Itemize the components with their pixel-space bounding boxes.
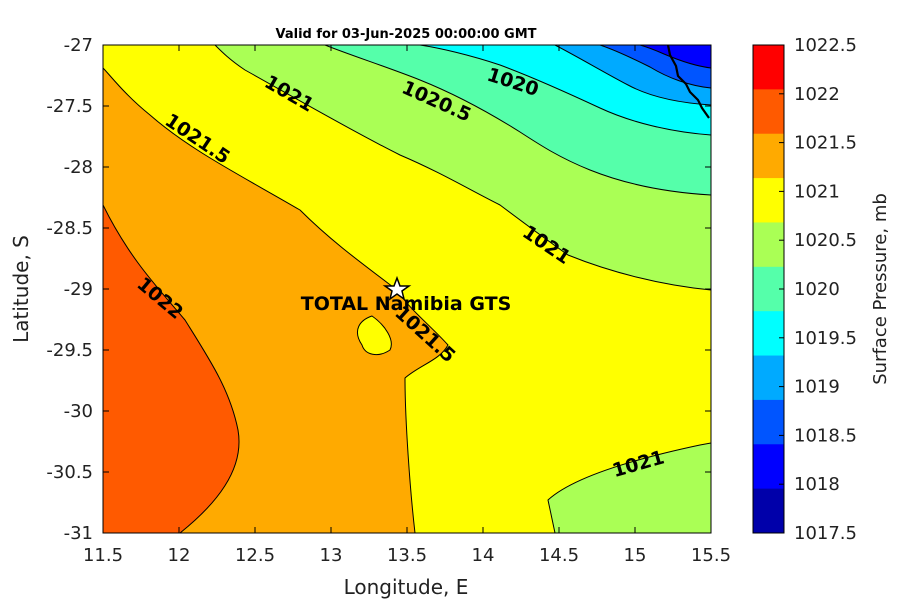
- x-axis: 11.5 12 12.5 13 13.5 14 14.5 15 15.5: [83, 45, 731, 566]
- chart-title: Valid for 03-Jun-2025 00:00:00 GMT: [276, 27, 537, 42]
- x-tick-label: 15.5: [691, 545, 731, 566]
- colorbar-tick-label: 1021: [794, 181, 840, 202]
- isoline-1018-5: [639, 45, 711, 69]
- colorbar-label: Surface Pressure, mb: [870, 193, 891, 385]
- y-tick-label: -29.5: [46, 340, 93, 361]
- isoline-1021: [214, 45, 711, 291]
- isoline-1019-5: [554, 45, 711, 106]
- isoline-1019: [599, 45, 711, 89]
- star-icon: [382, 275, 412, 301]
- x-tick-label: 15: [624, 545, 647, 566]
- station-marker: TOTAL Namibia GTS: [301, 275, 512, 315]
- colorbar-tick-label: 1020: [794, 279, 840, 300]
- x-tick-label: 12.5: [235, 545, 275, 566]
- y-axis-label: Latitude, S: [9, 235, 33, 343]
- colorbar-segment: [753, 266, 784, 312]
- region-1020-5-se: [548, 443, 711, 533]
- colorbar-tick-label: 1020.5: [794, 230, 857, 251]
- y-tick-label: -27.5: [46, 96, 93, 117]
- y-tick-label: -29: [64, 279, 93, 300]
- y-tick-label: -28.5: [46, 218, 93, 239]
- colorbar-segment: [753, 355, 784, 401]
- coastline: [666, 45, 710, 119]
- colorbar: 1022.5 1022 1021.5 1021 1020.5 1020 1019.5 1019…: [752, 35, 857, 544]
- colorbar-tick-label: 1019.5: [794, 328, 857, 349]
- isoline-1021-5: [103, 67, 449, 533]
- colorbar-segment: [753, 178, 784, 223]
- colorbar-tick-label: 1018.5: [794, 425, 857, 446]
- colorbar-tick-label: 1019: [794, 377, 840, 398]
- y-tick-label: -31: [64, 523, 93, 544]
- colorbar-segment: [753, 311, 784, 357]
- x-tick-label: 14: [472, 545, 495, 566]
- x-axis-label: Longitude, E: [344, 575, 469, 599]
- region-1021-inner: [357, 316, 392, 355]
- colorbar-segment: [753, 133, 784, 179]
- isoline-1022: [103, 204, 240, 533]
- colorbar-segment: [753, 444, 784, 490]
- isoline-1020: [419, 45, 711, 136]
- colorbar-segment: [753, 488, 784, 534]
- colorbar-tick-label: 1022.5: [794, 35, 857, 56]
- y-axis: -27 -27.5 -28 -28.5 -29 -29.5 -30 -30.5 -31: [46, 35, 711, 544]
- colorbar-segment: [753, 222, 784, 268]
- colorbar-tick-label: 1017.5: [794, 523, 857, 544]
- x-tick-label: 13: [320, 545, 343, 566]
- y-tick-label: -30: [64, 401, 93, 422]
- colorbar-segment: [753, 45, 784, 90]
- y-tick-label: -28: [64, 157, 93, 178]
- colorbar-segment: [753, 399, 784, 445]
- y-tick-label: -27: [64, 35, 93, 56]
- x-tick-label: 14.5: [539, 545, 579, 566]
- region-1018: [640, 45, 711, 68]
- x-tick-label: 12: [168, 545, 191, 566]
- station-label: TOTAL Namibia GTS: [301, 293, 512, 315]
- y-tick-label: -30.5: [46, 462, 93, 483]
- colorbar-tick-label: 1022: [794, 84, 840, 105]
- isoline-1021-5-inner: [357, 315, 392, 356]
- colorbar-segment: [753, 89, 784, 135]
- contour-map: [103, 45, 711, 533]
- colorbar-tick-label: 1021.5: [794, 133, 857, 154]
- x-tick-label: 11.5: [83, 545, 123, 566]
- colorbar-tick-label: 1018: [794, 474, 840, 495]
- isoline-1021-se: [547, 442, 711, 533]
- x-tick-label: 13.5: [387, 545, 427, 566]
- isoline-1020-5: [324, 45, 711, 196]
